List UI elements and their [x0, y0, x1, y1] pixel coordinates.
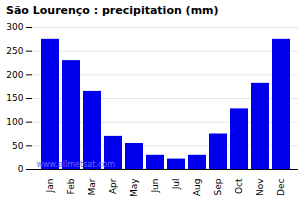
html-text:São Lourenço : precipitation (: São Lourenço : precipitation (mm): [6, 4, 219, 17]
svg-text:Dec: Dec: [276, 178, 286, 195]
svg-text:May: May: [129, 178, 139, 197]
svg-text:www.allmetsat.com: www.allmetsat.com: [37, 160, 116, 169]
svg-text:Oct: Oct: [234, 178, 244, 194]
svg-text:150: 150: [6, 93, 23, 103]
svg-text:Nov: Nov: [255, 178, 265, 196]
svg-text:250: 250: [6, 46, 23, 56]
svg-text:0: 0: [18, 164, 24, 174]
svg-text:Sep: Sep: [213, 178, 223, 195]
svg-text:Jan: Jan: [45, 179, 55, 194]
svg-text:Aug: Aug: [192, 179, 202, 197]
svg-text:Apr: Apr: [108, 178, 118, 194]
svg-text:Feb: Feb: [66, 178, 76, 194]
svg-text:200: 200: [6, 70, 23, 80]
svg-text:300: 300: [6, 22, 23, 32]
svg-text:Jul: Jul: [171, 179, 181, 191]
svg-text:50: 50: [12, 141, 24, 151]
svg-text:Jun: Jun: [150, 179, 160, 194]
svg-text:Mar: Mar: [87, 178, 97, 195]
svg-text:100: 100: [6, 117, 23, 127]
